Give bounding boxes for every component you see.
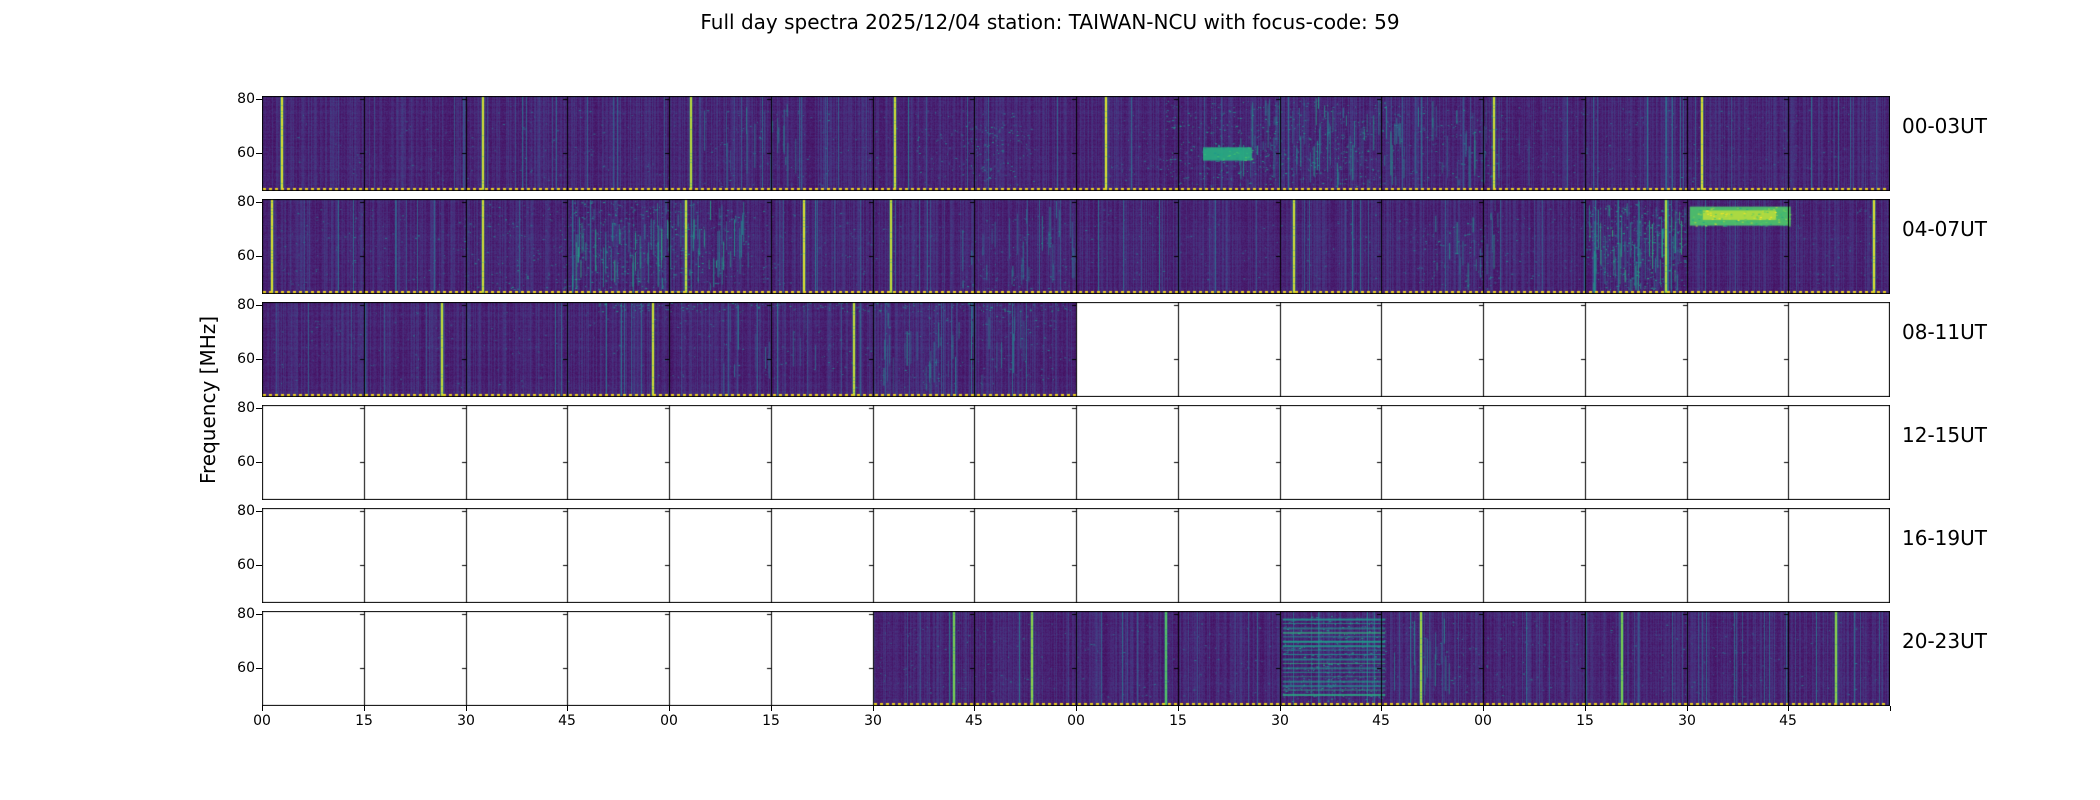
x-tick xyxy=(669,706,670,711)
spectra-row xyxy=(262,302,1890,397)
y-tick-label: 80 xyxy=(237,606,255,622)
x-tick-label: 45 xyxy=(1779,713,1797,729)
y-tick xyxy=(256,565,262,566)
x-tick xyxy=(1076,706,1077,711)
y-tick xyxy=(256,359,262,360)
x-tick-label: 15 xyxy=(355,713,373,729)
spectra-row xyxy=(262,199,1890,294)
y-tick xyxy=(256,408,262,409)
y-tick xyxy=(256,511,262,512)
y-tick xyxy=(256,668,262,669)
spectra-row xyxy=(262,611,1890,706)
x-tick-label: 15 xyxy=(1576,713,1594,729)
x-tick xyxy=(1483,706,1484,711)
y-tick xyxy=(256,462,262,463)
row-label: 12-15UT xyxy=(1902,423,1987,447)
x-tick xyxy=(466,706,467,711)
x-tick-label: 15 xyxy=(1169,713,1187,729)
x-tick-label: 30 xyxy=(457,713,475,729)
y-tick-label: 60 xyxy=(237,145,255,161)
y-tick-label: 60 xyxy=(237,557,255,573)
y-tick xyxy=(256,99,262,100)
row-label: 08-11UT xyxy=(1902,320,1987,344)
y-tick xyxy=(256,153,262,154)
y-tick-label: 60 xyxy=(237,454,255,470)
row-label: 00-03UT xyxy=(1902,114,1987,138)
row-label: 20-23UT xyxy=(1902,629,1987,653)
row-label: 16-19UT xyxy=(1902,526,1987,550)
x-tick xyxy=(262,706,263,711)
y-tick-label: 60 xyxy=(237,248,255,264)
x-tick-label: 45 xyxy=(965,713,983,729)
x-tick xyxy=(1585,706,1586,711)
x-tick-label: 45 xyxy=(558,713,576,729)
x-tick xyxy=(1687,706,1688,711)
chart-title: Full day spectra 2025/12/04 station: TAI… xyxy=(700,10,1400,34)
row-label: 04-07UT xyxy=(1902,217,1987,241)
x-tick-label: 00 xyxy=(1067,713,1085,729)
y-tick-label: 60 xyxy=(237,351,255,367)
spectrogram-canvas xyxy=(262,302,1890,397)
x-tick-label: 15 xyxy=(762,713,780,729)
y-tick-label: 80 xyxy=(237,400,255,416)
y-tick-label: 80 xyxy=(237,503,255,519)
x-tick xyxy=(1381,706,1382,711)
y-tick xyxy=(256,614,262,615)
y-tick-label: 80 xyxy=(237,194,255,210)
spectra-row xyxy=(262,508,1890,603)
x-tick-label: 00 xyxy=(660,713,678,729)
spectra-row xyxy=(262,96,1890,191)
x-tick xyxy=(974,706,975,711)
x-tick-label: 30 xyxy=(1678,713,1696,729)
y-tick-label: 80 xyxy=(237,297,255,313)
x-tick xyxy=(873,706,874,711)
spectrogram-canvas xyxy=(262,508,1890,603)
y-tick xyxy=(256,256,262,257)
y-tick-label: 80 xyxy=(237,91,255,107)
spectrogram-canvas xyxy=(262,611,1890,706)
x-tick xyxy=(1280,706,1281,711)
spectrogram-canvas xyxy=(262,96,1890,191)
x-tick xyxy=(1788,706,1789,711)
y-tick-label: 60 xyxy=(237,660,255,676)
y-tick xyxy=(256,202,262,203)
y-tick xyxy=(256,305,262,306)
x-tick xyxy=(1890,706,1891,711)
x-tick-label: 30 xyxy=(864,713,882,729)
spectrogram-canvas xyxy=(262,199,1890,294)
x-tick-label: 45 xyxy=(1372,713,1390,729)
x-tick-label: 00 xyxy=(253,713,271,729)
x-tick xyxy=(771,706,772,711)
x-tick-label: 00 xyxy=(1474,713,1492,729)
x-tick xyxy=(1178,706,1179,711)
x-tick xyxy=(364,706,365,711)
spectrogram-canvas xyxy=(262,405,1890,500)
spectra-row xyxy=(262,405,1890,500)
x-tick xyxy=(567,706,568,711)
x-tick-label: 30 xyxy=(1271,713,1289,729)
